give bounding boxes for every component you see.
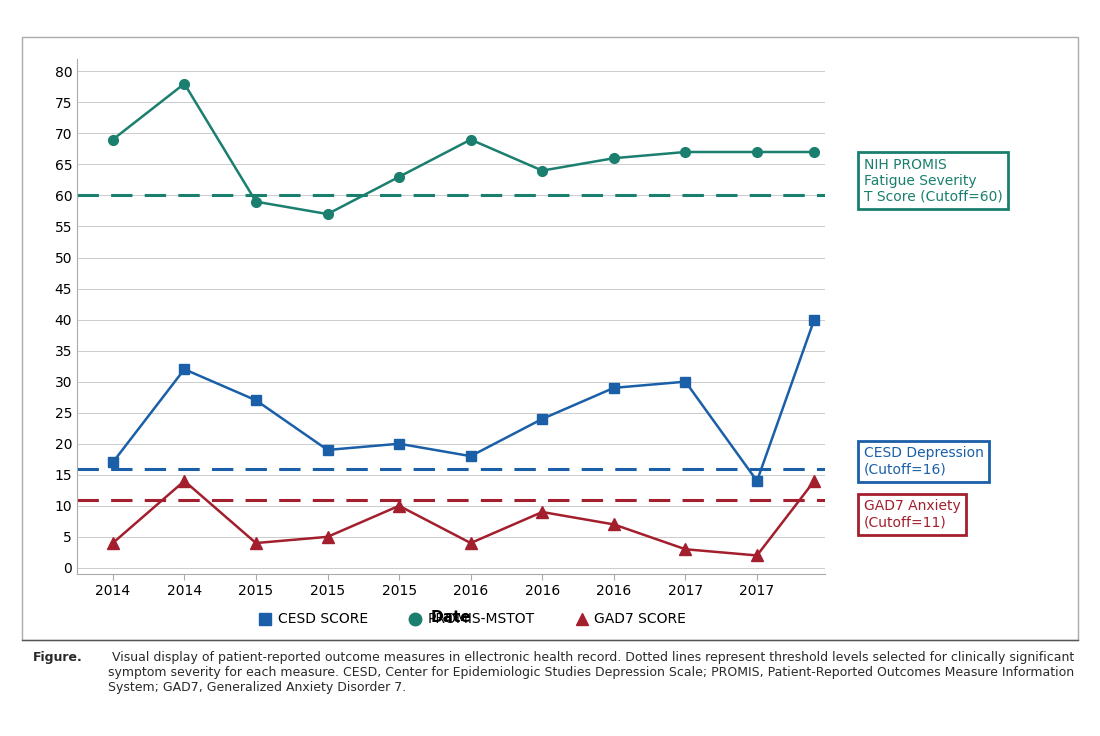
Text: GAD7 Anxiety
(Cutoff=11): GAD7 Anxiety (Cutoff=11) bbox=[864, 499, 960, 529]
Text: Visual display of patient-reported outcome measures in ellectronic health record: Visual display of patient-reported outco… bbox=[108, 651, 1075, 694]
Text: Figure.: Figure. bbox=[33, 651, 82, 665]
Text: CESD Depression
(Cutoff=16): CESD Depression (Cutoff=16) bbox=[864, 446, 983, 476]
Legend: CESD SCORE, PROMIS-MSTOT, GAD7 SCORE: CESD SCORE, PROMIS-MSTOT, GAD7 SCORE bbox=[253, 606, 693, 634]
X-axis label: Date: Date bbox=[430, 609, 472, 625]
Text: NIH PROMIS
Fatigue Severity
T Score (Cutoff=60): NIH PROMIS Fatigue Severity T Score (Cut… bbox=[864, 158, 1002, 204]
